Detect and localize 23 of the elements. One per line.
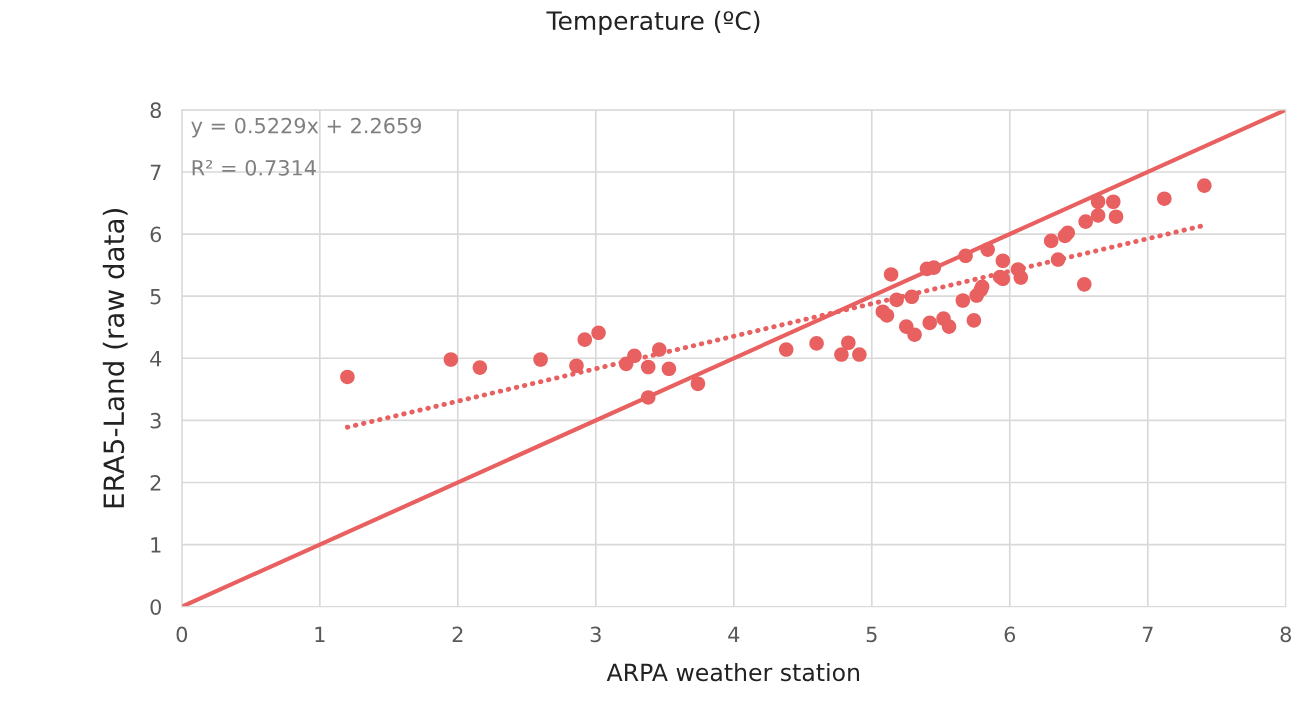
y-tick-label: 5 — [150, 288, 161, 305]
y-tick-label: 8 — [150, 102, 161, 119]
x-tick-label: 6 — [1004, 626, 1016, 643]
y-tick-label: 3 — [150, 412, 161, 429]
y-tick-label: 1 — [151, 537, 161, 553]
x-axis-title: ARPA weather station — [606, 662, 860, 682]
y-tick-label: 7 — [150, 164, 161, 180]
x-tick-label: 2 — [452, 626, 463, 642]
x-tick-label: 5 — [866, 626, 877, 643]
x-tick-label: 3 — [590, 626, 601, 643]
y-tick-label: 0 — [150, 599, 161, 615]
x-tick-label: 4 — [728, 626, 740, 642]
y-tick-label: 6 — [150, 226, 162, 243]
chart-title: Temperature (ºC) — [546, 10, 760, 35]
annotation: y = 0.5229x + 2.2659 — [191, 117, 422, 138]
x-tick-label: 1 — [315, 626, 325, 642]
y-tick-label: 2 — [150, 474, 161, 491]
x-tick-label: 0 — [176, 626, 188, 643]
x-tick-label: 7 — [1142, 626, 1153, 642]
y-axis-title: ERA5-Land (raw data) — [102, 209, 128, 508]
y-tick-label: 4 — [150, 351, 162, 367]
x-tick-label: 8 — [1280, 626, 1291, 643]
annotation: R² = 0.7314 — [192, 159, 316, 176]
